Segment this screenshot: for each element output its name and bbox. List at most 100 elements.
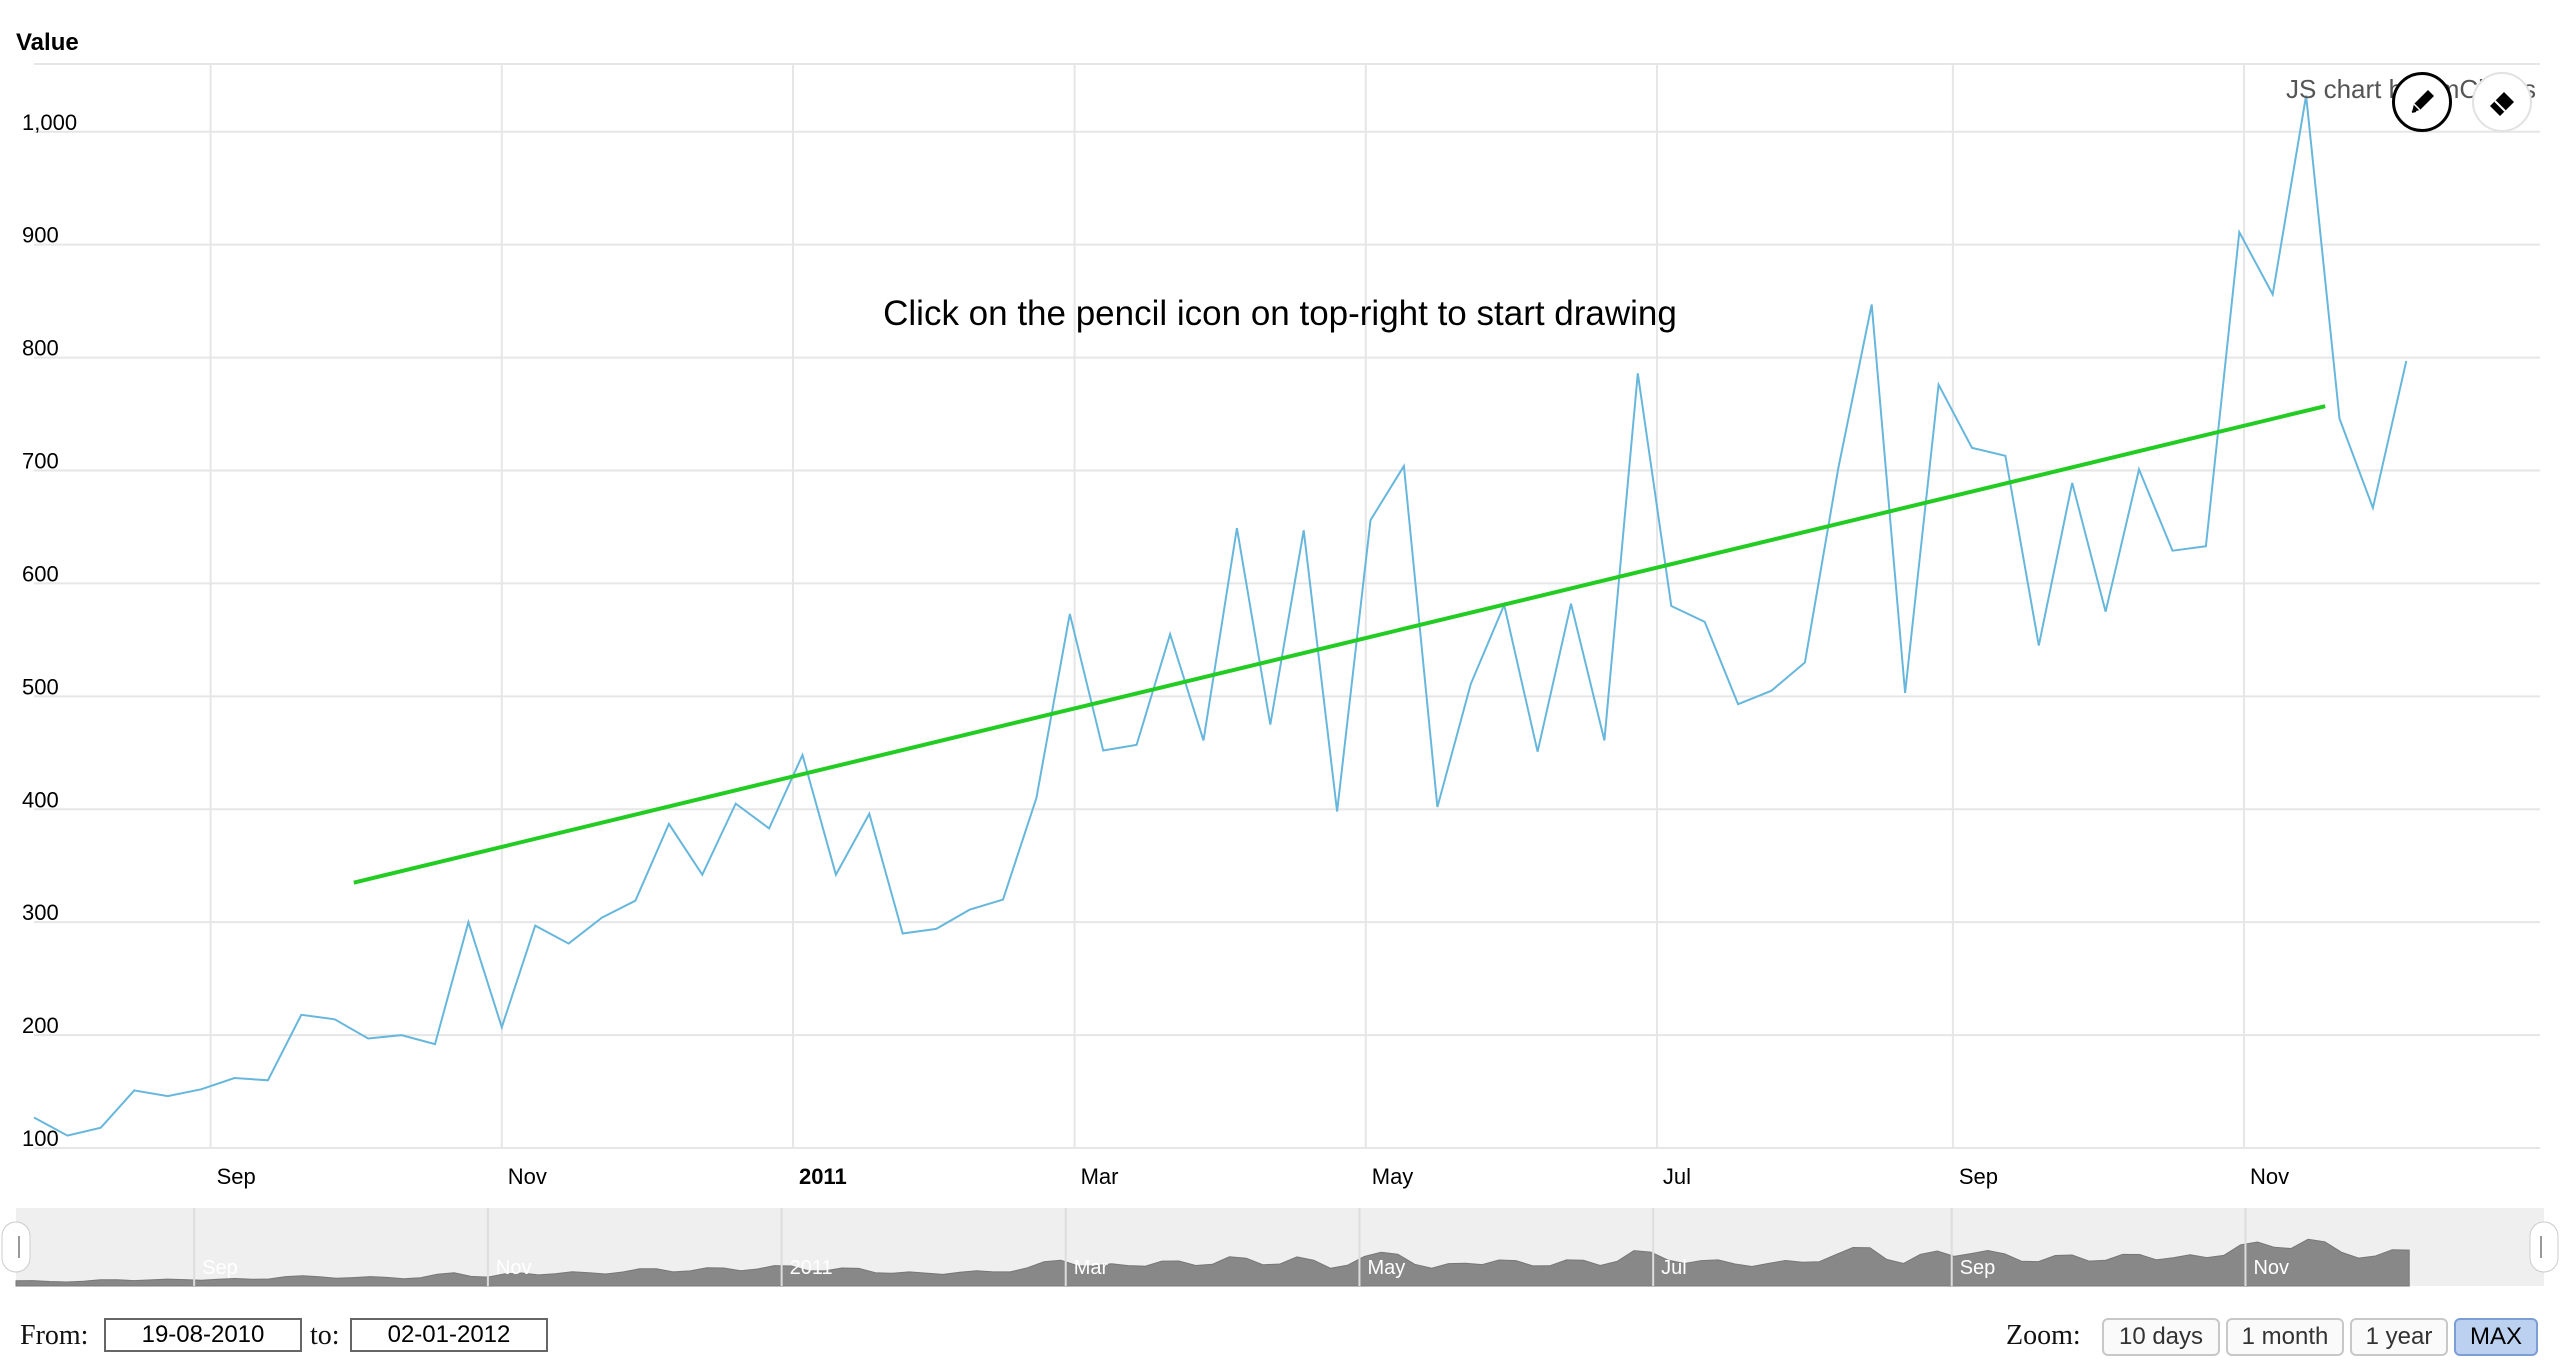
pencil-button[interactable] bbox=[2392, 72, 2452, 132]
zoom-label: Zoom: bbox=[2006, 1320, 2081, 1351]
data-point bbox=[2003, 453, 2008, 458]
data-point bbox=[1769, 688, 1774, 693]
y-tick-label: 600 bbox=[22, 561, 59, 586]
scrollbar-left-handle[interactable] bbox=[1, 1221, 31, 1273]
x-tick-label: Sep bbox=[217, 1164, 256, 1189]
scrollbar-label: Nov bbox=[496, 1257, 532, 1279]
scrollbar-label: Nov bbox=[2253, 1257, 2289, 1279]
data-point bbox=[1034, 796, 1039, 801]
data-point bbox=[867, 811, 872, 816]
zoom-max-button[interactable]: MAX bbox=[2454, 1318, 2538, 1356]
to-date-input[interactable] bbox=[350, 1318, 548, 1352]
data-point bbox=[399, 1033, 404, 1038]
data-point bbox=[1802, 660, 1807, 665]
y-axis-title: Value bbox=[16, 29, 79, 56]
data-point bbox=[98, 1125, 103, 1130]
data-point bbox=[2070, 480, 2075, 485]
data-point bbox=[1268, 722, 1273, 727]
data-point bbox=[1836, 466, 1841, 471]
to-label: to: bbox=[310, 1320, 340, 1351]
data-point bbox=[1569, 601, 1574, 606]
data-point bbox=[1669, 604, 1674, 609]
trend-line bbox=[353, 404, 2326, 885]
data-point bbox=[1201, 738, 1206, 743]
data-point bbox=[199, 1087, 204, 1092]
zoom-1-month-button[interactable]: 1 month bbox=[2226, 1318, 2344, 1356]
data-point bbox=[2036, 643, 2041, 648]
data-point bbox=[1101, 748, 1106, 753]
data-point bbox=[2237, 230, 2242, 235]
data-point bbox=[2103, 609, 2108, 614]
data-point bbox=[633, 898, 638, 903]
data-point bbox=[499, 1025, 504, 1030]
scrollbar-label: May bbox=[1367, 1257, 1405, 1279]
y-tick-label: 800 bbox=[22, 336, 59, 361]
pencil-icon bbox=[2411, 90, 2434, 113]
data-point bbox=[1903, 690, 1908, 695]
y-tick-label: 1,000 bbox=[22, 110, 77, 135]
data-point bbox=[2404, 359, 2409, 364]
x-tick-label: Nov bbox=[508, 1164, 547, 1189]
scrollbar-right-handle[interactable] bbox=[2529, 1221, 2559, 1273]
eraser-button[interactable] bbox=[2472, 72, 2532, 132]
y-tick-label: 100 bbox=[22, 1126, 59, 1151]
data-point bbox=[433, 1042, 438, 1047]
data-point bbox=[299, 1012, 304, 1017]
data-point bbox=[767, 826, 772, 831]
x-tick-label: Mar bbox=[1081, 1164, 1119, 1189]
y-tick-label: 200 bbox=[22, 1013, 59, 1038]
eraser-icon bbox=[2490, 92, 2514, 116]
data-point bbox=[1736, 702, 1741, 707]
data-point bbox=[1702, 619, 1707, 624]
data-point bbox=[600, 915, 605, 920]
data-point bbox=[232, 1076, 237, 1081]
data-point bbox=[165, 1094, 170, 1099]
data-point bbox=[2270, 292, 2275, 297]
data-point bbox=[2370, 505, 2375, 510]
y-tick-label: 300 bbox=[22, 900, 59, 925]
scrollbar-label: Sep bbox=[1960, 1257, 1996, 1279]
data-point bbox=[2337, 416, 2342, 421]
data-point bbox=[366, 1036, 371, 1041]
zoom-10-days-button[interactable]: 10 days bbox=[2102, 1318, 2220, 1356]
scrollbar-label: Mar bbox=[1074, 1257, 1109, 1279]
x-tick-label: 2011 bbox=[799, 1164, 847, 1189]
data-point bbox=[1468, 681, 1473, 686]
x-tick-label: May bbox=[1372, 1164, 1414, 1189]
series-line bbox=[33, 95, 2408, 1137]
data-point bbox=[1535, 749, 1540, 754]
data-point bbox=[1335, 809, 1340, 814]
data-point bbox=[800, 753, 805, 758]
from-date-input[interactable] bbox=[104, 1318, 302, 1352]
data-point bbox=[2170, 548, 2175, 553]
data-point bbox=[1435, 805, 1440, 810]
data-point bbox=[65, 1133, 70, 1138]
data-point bbox=[265, 1078, 270, 1083]
data-point bbox=[1869, 302, 1874, 307]
y-tick-label: 700 bbox=[22, 449, 59, 474]
chart: 100 200 300 400 500 600 700 800 900 1,000 Sep Nov 20… bbox=[1, 29, 2559, 1287]
data-point bbox=[1635, 371, 1640, 376]
data-point bbox=[1067, 611, 1072, 616]
x-tick-label: Jul bbox=[1663, 1164, 1691, 1189]
y-tick-label: 400 bbox=[22, 787, 59, 812]
scrollbar-label: 2011 bbox=[790, 1257, 833, 1279]
data-point bbox=[2137, 467, 2142, 472]
scrollbar-overview-area bbox=[15, 1238, 2410, 1287]
zoom-1-year-button[interactable]: 1 year bbox=[2350, 1318, 2448, 1356]
from-label: From: bbox=[20, 1320, 89, 1351]
data-point bbox=[132, 1088, 137, 1093]
data-point bbox=[833, 872, 838, 877]
scrollbar-label: Jul bbox=[1661, 1257, 1687, 1279]
data-point bbox=[566, 941, 571, 946]
data-point bbox=[533, 923, 538, 928]
scrollbar-label: Sep bbox=[202, 1257, 238, 1279]
data-point bbox=[1936, 382, 1941, 387]
controls-bar: From: to: Zoom: 10 days 1 month 1 year M… bbox=[0, 1312, 2560, 1360]
chart-annotation: Click on the pencil icon on top-right to… bbox=[883, 294, 1677, 333]
x-tick-label: Nov bbox=[2250, 1164, 2289, 1189]
data-point bbox=[32, 1115, 37, 1120]
data-point bbox=[1301, 528, 1306, 533]
data-point bbox=[900, 931, 905, 936]
data-point bbox=[967, 907, 972, 912]
